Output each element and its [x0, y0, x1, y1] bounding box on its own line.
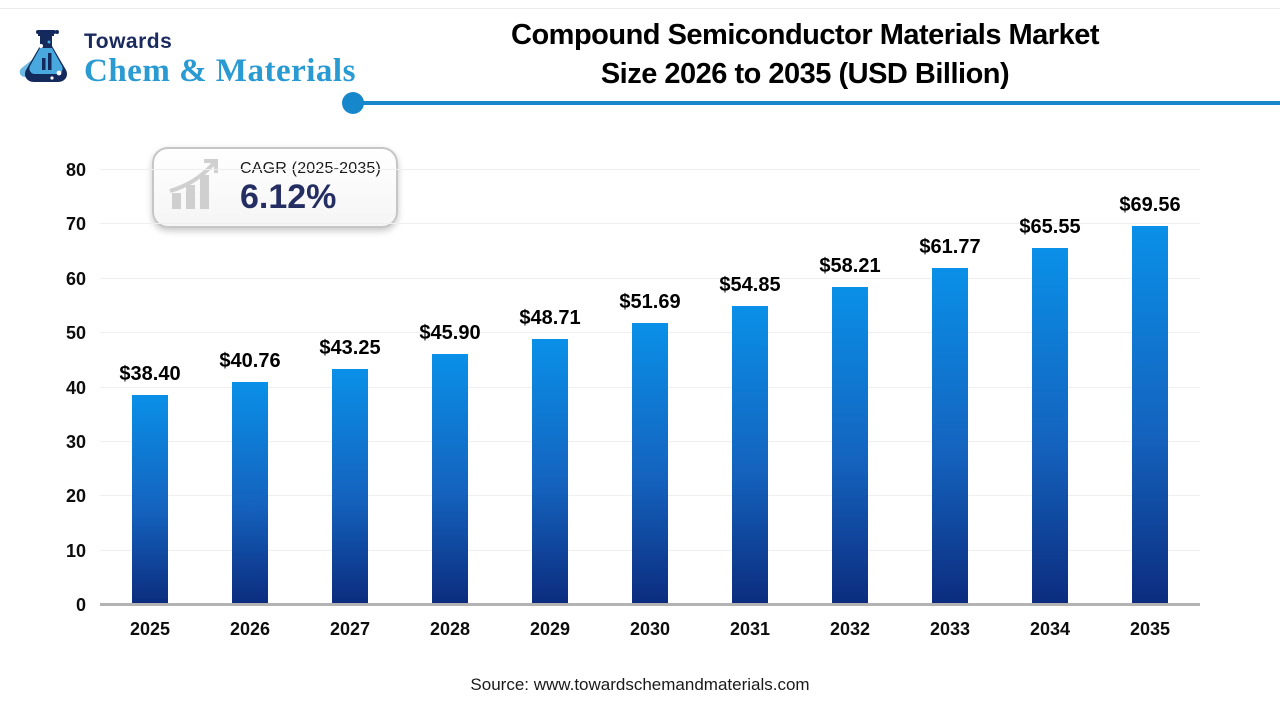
- y-tick-label: 10: [65, 540, 86, 561]
- x-tick-label: 2025: [129, 619, 171, 639]
- cagr-badge: CAGR (2025-2035) 6.12%: [152, 147, 398, 228]
- bar-value-label: $40.76: [219, 350, 281, 373]
- cagr-value: 6.12%: [240, 177, 337, 216]
- top-divider: [0, 8, 1280, 9]
- y-tick-label: 60: [65, 268, 86, 289]
- bar-2029: [532, 339, 568, 604]
- bar-value-label: $54.85: [719, 273, 781, 296]
- x-tick-label: 2026: [229, 619, 271, 639]
- header-rule-line: [353, 101, 1280, 105]
- x-axis-line: [100, 603, 1200, 606]
- bar-2031: [732, 305, 768, 604]
- x-tick-label: 2034: [1029, 619, 1071, 639]
- x-tick-label: 2027: [329, 619, 371, 639]
- brand-logo: Towards Chem & Materials: [16, 26, 356, 93]
- bar-2034: [1032, 247, 1068, 604]
- x-tick-label: 2028: [429, 619, 471, 639]
- brand-name-chem-materials: Chem & Materials: [84, 53, 356, 89]
- bar-value-label: $48.71: [519, 307, 581, 330]
- x-tick-label: 2029: [529, 619, 571, 639]
- flask-icon: [16, 26, 76, 93]
- y-tick-label: 80: [65, 160, 86, 180]
- bar-value-label: $61.77: [919, 236, 981, 259]
- y-tick-label: 0: [75, 595, 86, 615]
- brand-name-towards: Towards: [84, 30, 173, 53]
- bar-2025: [132, 395, 168, 604]
- x-tick-label: 2032: [829, 619, 871, 639]
- page-title-line1: Compound Semiconductor Materials Market: [511, 19, 1100, 51]
- x-tick-label: 2031: [729, 619, 771, 639]
- bar-2026: [232, 382, 268, 604]
- bar-2030: [632, 322, 668, 604]
- x-tick-label: 2030: [629, 619, 671, 639]
- bar-chart-plot-area: 0 10 20 30 40 50 60 70 80 $38.40 2025 $40.76 2026 $43…: [66, 160, 1200, 639]
- page-title-line2: Size 2026 to 2035 (USD Billion): [600, 58, 1010, 90]
- bar-2027: [332, 368, 368, 604]
- page-title: Compound Semiconductor Materials Market …: [420, 16, 1190, 94]
- bar-value-label: $45.90: [419, 322, 481, 345]
- y-tick-label: 20: [65, 486, 86, 507]
- bar-value-label: $69.56: [1119, 193, 1181, 216]
- y-tick-label: 70: [65, 214, 86, 235]
- bar-value-label: $43.25: [319, 336, 381, 359]
- bar-value-label: $51.69: [619, 290, 681, 313]
- bar-2035: [1132, 225, 1168, 604]
- y-tick-label: 30: [65, 431, 86, 452]
- x-tick-label: 2035: [1129, 619, 1171, 639]
- y-tick-label: 50: [65, 323, 86, 344]
- bar-2028: [432, 354, 468, 604]
- y-tick-label: 40: [65, 377, 86, 398]
- bar-value-label: $65.55: [1019, 215, 1081, 238]
- gridline: [100, 223, 1200, 225]
- bar-2032: [832, 287, 868, 604]
- cagr-label: CAGR (2025-2035): [240, 159, 382, 177]
- bar-value-label: $38.40: [119, 363, 181, 386]
- gridline: [100, 277, 1200, 279]
- source-text: Source: www.towardschemandmaterials.com: [470, 675, 810, 694]
- bar-2033: [932, 268, 968, 604]
- bar-value-label: $58.21: [819, 255, 881, 278]
- x-tick-label: 2033: [929, 619, 971, 639]
- gridline: [100, 169, 1200, 170]
